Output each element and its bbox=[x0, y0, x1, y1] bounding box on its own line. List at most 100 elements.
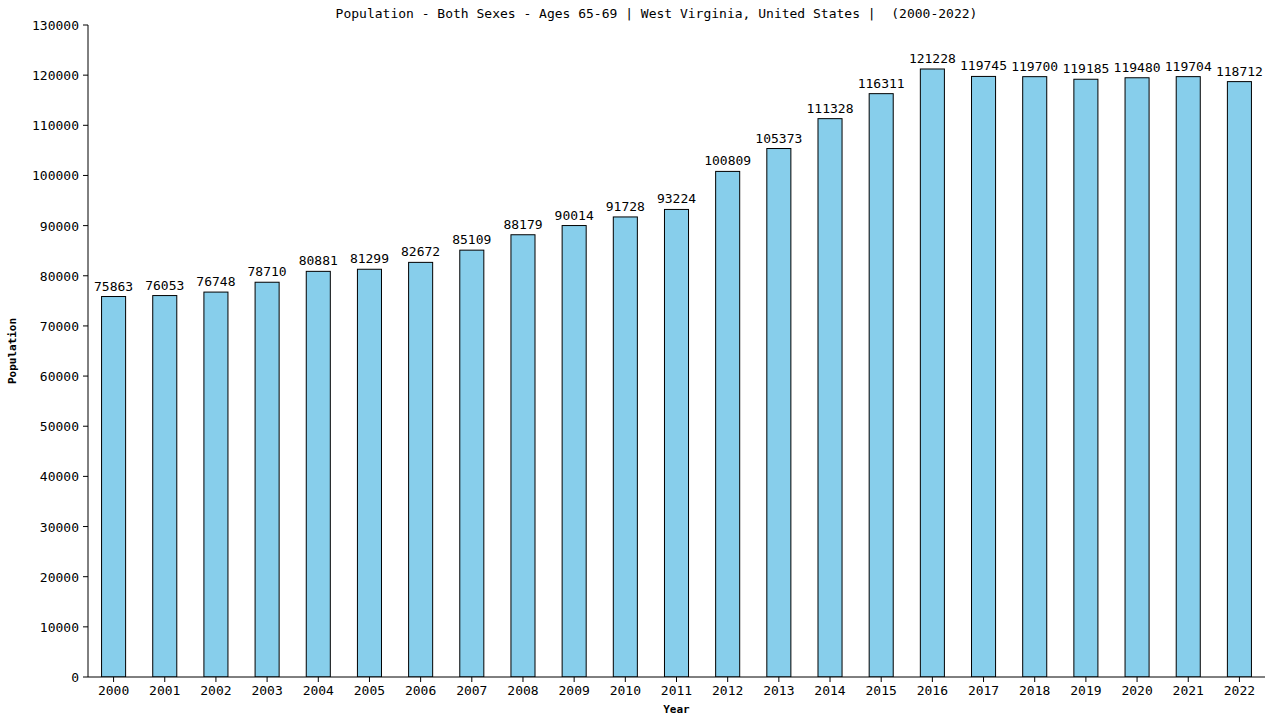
data-label: 82672 bbox=[401, 244, 440, 259]
y-tick-label: 60000 bbox=[40, 369, 79, 384]
y-tick-label: 100000 bbox=[32, 168, 79, 183]
y-tick-label: 80000 bbox=[40, 269, 79, 284]
x-tick bbox=[1239, 677, 1240, 682]
x-tick-label: 2016 bbox=[917, 683, 948, 698]
data-label: 91728 bbox=[606, 199, 645, 214]
data-label: 105373 bbox=[755, 131, 802, 146]
x-tick bbox=[830, 677, 831, 682]
y-tick-label: 130000 bbox=[32, 18, 79, 33]
x-tick-label: 2021 bbox=[1173, 683, 1204, 698]
x-tick-label: 2005 bbox=[354, 683, 385, 698]
y-tick-label: 10000 bbox=[40, 620, 79, 635]
bar bbox=[972, 76, 996, 677]
bar bbox=[409, 262, 433, 677]
x-tick-label: 2022 bbox=[1224, 683, 1255, 698]
x-tick-label: 2020 bbox=[1121, 683, 1152, 698]
y-tick bbox=[83, 275, 88, 276]
bar bbox=[357, 269, 381, 677]
bar bbox=[1176, 77, 1200, 677]
x-tick-label: 2006 bbox=[405, 683, 436, 698]
bar bbox=[460, 250, 484, 677]
x-tick-label: 2019 bbox=[1070, 683, 1101, 698]
y-tick bbox=[83, 175, 88, 176]
x-tick bbox=[113, 677, 114, 682]
bar bbox=[255, 282, 279, 677]
x-tick-label: 2010 bbox=[610, 683, 641, 698]
x-tick bbox=[1137, 677, 1138, 682]
y-tick-label: 20000 bbox=[40, 570, 79, 585]
data-label: 78710 bbox=[248, 264, 287, 279]
x-tick bbox=[932, 677, 933, 682]
x-tick bbox=[522, 677, 523, 682]
y-tick bbox=[83, 476, 88, 477]
y-tick bbox=[83, 526, 88, 527]
x-tick bbox=[420, 677, 421, 682]
x-axis-label: Year bbox=[663, 703, 690, 716]
x-tick-label: 2002 bbox=[200, 683, 231, 698]
y-tick-label: 110000 bbox=[32, 118, 79, 133]
bar bbox=[204, 292, 228, 677]
data-label: 88179 bbox=[503, 217, 542, 232]
bar bbox=[716, 171, 740, 677]
x-tick bbox=[1085, 677, 1086, 682]
x-tick bbox=[625, 677, 626, 682]
bar bbox=[920, 69, 944, 677]
y-tick-label: 0 bbox=[71, 670, 79, 685]
x-tick-label: 2015 bbox=[866, 683, 897, 698]
x-tick bbox=[983, 677, 984, 682]
data-label: 76748 bbox=[196, 274, 235, 289]
bar bbox=[306, 271, 330, 677]
y-tick bbox=[83, 677, 88, 678]
bar bbox=[511, 235, 535, 677]
data-label: 119704 bbox=[1165, 59, 1212, 74]
x-tick bbox=[676, 677, 677, 682]
x-tick-label: 2017 bbox=[968, 683, 999, 698]
x-tick bbox=[574, 677, 575, 682]
y-tick-label: 90000 bbox=[40, 219, 79, 234]
x-tick-label: 2000 bbox=[98, 683, 129, 698]
bar bbox=[562, 226, 586, 677]
y-tick bbox=[83, 325, 88, 326]
background bbox=[0, 0, 1280, 720]
data-label: 118712 bbox=[1216, 64, 1263, 79]
y-tick bbox=[83, 576, 88, 577]
y-tick-label: 50000 bbox=[40, 419, 79, 434]
data-label: 119480 bbox=[1114, 60, 1161, 75]
x-tick-label: 2018 bbox=[1019, 683, 1050, 698]
bar bbox=[664, 209, 688, 677]
x-tick bbox=[267, 677, 268, 682]
bars bbox=[102, 69, 1252, 677]
x-tick bbox=[1034, 677, 1035, 682]
data-label: 116311 bbox=[858, 76, 905, 91]
x-tick-label: 2001 bbox=[149, 683, 180, 698]
y-tick bbox=[83, 225, 88, 226]
y-tick-label: 70000 bbox=[40, 319, 79, 334]
x-axis bbox=[88, 677, 1265, 678]
data-label: 111328 bbox=[807, 101, 854, 116]
x-tick-label: 2014 bbox=[814, 683, 845, 698]
x-tick-label: 2004 bbox=[303, 683, 334, 698]
y-tick bbox=[83, 25, 88, 26]
bar bbox=[102, 297, 126, 677]
data-label: 119745 bbox=[960, 58, 1007, 73]
data-label: 81299 bbox=[350, 251, 389, 266]
data-label: 119700 bbox=[1011, 59, 1058, 74]
x-tick bbox=[471, 677, 472, 682]
y-tick bbox=[83, 426, 88, 427]
y-tick-label: 40000 bbox=[40, 469, 79, 484]
x-tick-label: 2013 bbox=[763, 683, 794, 698]
y-tick-label: 30000 bbox=[40, 520, 79, 535]
chart: Population - Both Sexes - Ages 65-69 | W… bbox=[0, 0, 1280, 720]
data-label: 119185 bbox=[1062, 61, 1109, 76]
bar bbox=[1023, 77, 1047, 677]
x-tick bbox=[369, 677, 370, 682]
x-tick bbox=[778, 677, 779, 682]
y-tick bbox=[83, 75, 88, 76]
title: Population - Both Sexes - Ages 65-69 | W… bbox=[336, 6, 978, 21]
x-tick-label: 2012 bbox=[712, 683, 743, 698]
data-label: 76053 bbox=[145, 278, 184, 293]
x-tick bbox=[1188, 677, 1189, 682]
data-label: 80881 bbox=[299, 253, 338, 268]
y-axis-label: Population bbox=[6, 318, 19, 384]
bar bbox=[818, 119, 842, 677]
